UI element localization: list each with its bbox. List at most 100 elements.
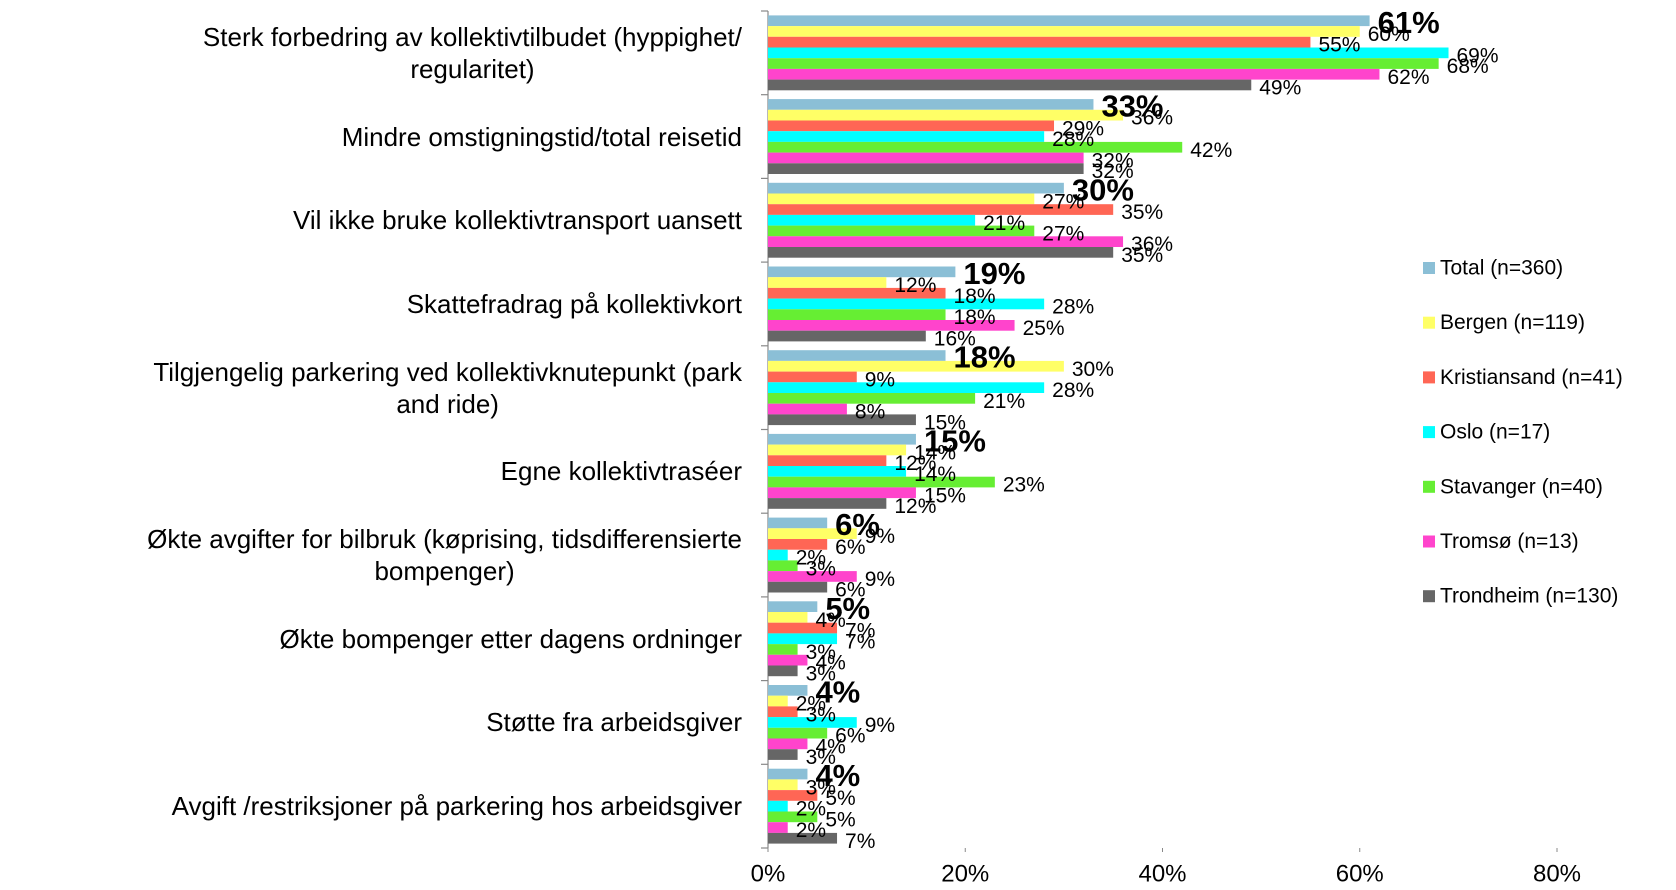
- bar: [768, 109, 1124, 121]
- bar: [768, 193, 1035, 205]
- bar: [768, 47, 1449, 59]
- bar: [768, 644, 798, 655]
- bar: [768, 371, 857, 383]
- value-label: 9%: [865, 714, 895, 737]
- bar: [768, 403, 847, 415]
- legend-label: Total (n=360): [1440, 257, 1563, 280]
- value-label: 4%: [815, 609, 845, 632]
- value-label: 2%: [796, 693, 826, 716]
- value-label: 36%: [1131, 233, 1173, 256]
- bar: [768, 633, 838, 645]
- value-label: 6%: [835, 725, 865, 748]
- value-label: 3%: [806, 703, 836, 726]
- value-label: 3%: [806, 641, 836, 664]
- bar: [768, 539, 828, 550]
- bar: [768, 298, 1045, 310]
- bar: [768, 382, 1045, 393]
- value-label: 49%: [1259, 76, 1301, 99]
- value-label: 32%: [1092, 160, 1134, 183]
- value-label: 30%: [1072, 358, 1114, 381]
- legend-label: Bergen (n=119): [1440, 311, 1585, 334]
- bar: [768, 528, 857, 539]
- bar: [768, 266, 956, 278]
- category-label: Støtte fra arbeidsgiver: [486, 707, 742, 738]
- value-label: 15%: [924, 484, 966, 507]
- legend-label: Kristiansand (n=41): [1440, 366, 1623, 389]
- value-label: 18%: [954, 285, 996, 308]
- value-label: 42%: [1190, 139, 1232, 162]
- category-label: Egne kollektivtraséer: [500, 456, 742, 487]
- value-label: 68%: [1447, 55, 1489, 78]
- bar: [768, 476, 995, 488]
- bar: [768, 414, 916, 426]
- bar: [768, 320, 1015, 331]
- value-label: 28%: [1052, 295, 1094, 318]
- value-label: 29%: [1062, 117, 1104, 140]
- value-label: 21%: [983, 390, 1025, 413]
- category-label: Mindre omstigningstid/total reisetid: [341, 121, 742, 152]
- bar: [768, 811, 818, 823]
- x-tick-label: 40%: [1138, 860, 1186, 887]
- value-label: 4%: [815, 652, 845, 675]
- value-label-total: 33%: [1101, 89, 1163, 124]
- bar: [768, 152, 1084, 164]
- bar: [768, 832, 838, 844]
- bar: [768, 182, 1064, 194]
- legend-swatch: [1423, 426, 1435, 439]
- bar: [768, 433, 916, 445]
- bar: [768, 131, 1045, 142]
- bar: [768, 685, 808, 696]
- bar: [768, 225, 1035, 237]
- legend-swatch: [1423, 480, 1435, 493]
- value-label: 62%: [1387, 66, 1429, 89]
- value-label-total: 4%: [815, 758, 860, 793]
- legend-label: Trondheim (n=130): [1440, 585, 1618, 608]
- value-label: 3%: [806, 662, 836, 685]
- category-label: Sterk forbedring av kollektivtilbudet (h…: [202, 21, 742, 84]
- bar: [768, 204, 1114, 215]
- legend-swatch: [1423, 371, 1435, 384]
- x-tick-label: 20%: [941, 860, 989, 887]
- value-label: 9%: [865, 525, 895, 548]
- bar: [768, 654, 808, 666]
- value-label: 35%: [1121, 201, 1163, 224]
- category-label: Økte avgifter for bilbruk (køprising, ti…: [147, 524, 742, 587]
- bar: [768, 444, 907, 456]
- bar: [768, 665, 798, 677]
- value-label-total: 18%: [954, 340, 1016, 375]
- bar: [768, 15, 1370, 27]
- bar: [768, 236, 1124, 247]
- value-label: 12%: [894, 495, 936, 518]
- value-label: 27%: [1042, 222, 1084, 245]
- value-label: 3%: [806, 557, 836, 580]
- bar: [768, 68, 1380, 80]
- value-label-total: 5%: [825, 591, 870, 626]
- value-label: 3%: [806, 776, 836, 799]
- bar: [768, 163, 1084, 174]
- bar: [768, 706, 798, 718]
- bar: [768, 120, 1055, 132]
- bar: [768, 26, 1360, 37]
- bar: [768, 487, 916, 499]
- value-label: 5%: [825, 787, 855, 810]
- legend-swatch: [1423, 262, 1435, 274]
- bar: [768, 247, 1114, 258]
- bar: [768, 36, 1311, 48]
- bar: [768, 612, 808, 623]
- bar: [768, 749, 798, 760]
- category-label: Avgift /restriksjoner på parkering hos a…: [171, 791, 742, 822]
- value-label-total: 61%: [1378, 5, 1440, 40]
- category-label: Økte bompenger etter dagens ordninger: [279, 623, 742, 654]
- x-tick-label: 60%: [1336, 860, 1384, 887]
- legend-label: Oslo (n=17): [1440, 421, 1550, 444]
- bar: [768, 287, 946, 299]
- legend-swatch: [1423, 590, 1435, 603]
- bar: [768, 571, 857, 582]
- bar: [768, 738, 808, 750]
- bar: [768, 581, 828, 593]
- value-label: 55%: [1318, 34, 1360, 57]
- legend-swatch: [1423, 316, 1435, 329]
- value-label-total: 30%: [1072, 172, 1134, 207]
- bar: [768, 350, 946, 361]
